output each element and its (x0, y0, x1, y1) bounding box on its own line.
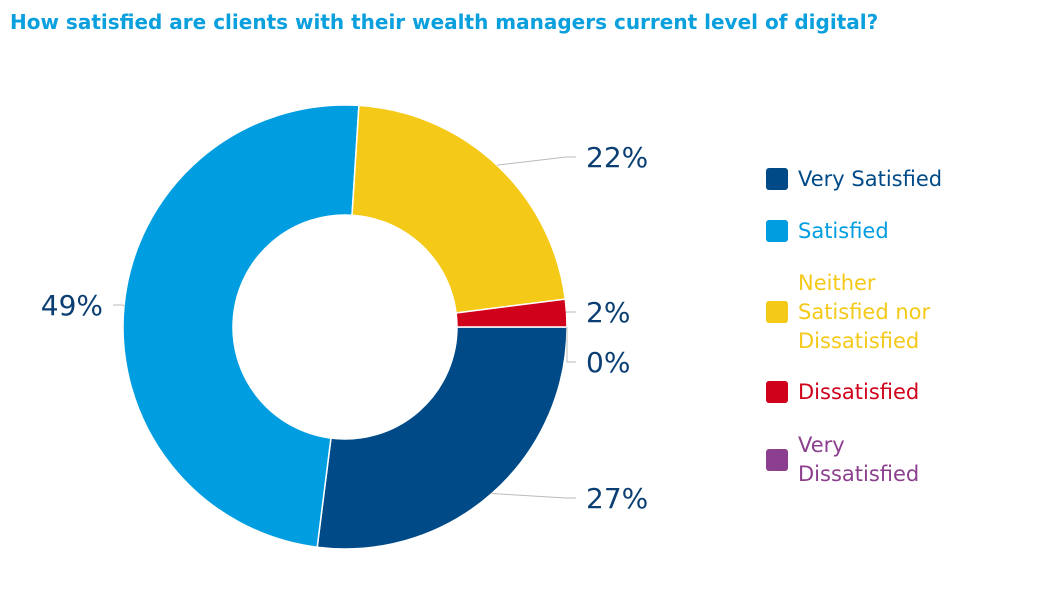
legend-label: Neither Satisfied nor Dissatisfied (798, 270, 931, 353)
legend-swatch (766, 449, 788, 471)
leader-line-neither-satisfied-nor-dissatisfied (496, 156, 576, 166)
leader-line-very-satisfied (491, 493, 576, 499)
legend-item-dissatisfied[interactable]: Dissatisfied (766, 378, 1046, 407)
legend-item-very-dissatisfied[interactable]: Very Dissatisfied (766, 431, 1046, 489)
leader-line-very-dissatisfied (566, 327, 576, 363)
legend-swatch (766, 301, 788, 323)
legend-item-very-satisfied[interactable]: Very Satisfied (766, 165, 1046, 194)
slice-very-satisfied[interactable] (316, 326, 568, 550)
legend-swatch (766, 220, 788, 242)
legend-swatch (766, 168, 788, 190)
chart-title: How satisfied are clients with their wea… (10, 10, 879, 34)
legend-label: Satisfied (798, 218, 889, 243)
slice-neither-satisfied-nor-dissatisfied[interactable] (351, 104, 567, 314)
leader-line-satisfied (113, 304, 125, 307)
legend-label: Dissatisfied (798, 379, 920, 404)
data-label-dissatisfied: 2% (586, 296, 630, 329)
data-label-very-satisfied: 27% (586, 482, 648, 515)
legend-label: Very Satisfied (798, 166, 943, 191)
data-label-satisfied: 49% (41, 289, 103, 322)
legend-item-neither-satisfied-nor-dissatisfied[interactable]: Neither Satisfied nor Dissatisfied (766, 269, 1046, 356)
data-label-neither-satisfied-nor-dissatisfied: 22% (586, 141, 648, 174)
leader-line-dissatisfied (566, 311, 576, 314)
slice-dissatisfied[interactable] (455, 298, 568, 328)
legend-label: Very Dissatisfied (798, 433, 920, 486)
legend-item-satisfied[interactable]: Satisfied (766, 217, 1046, 246)
slice-satisfied[interactable] (122, 104, 360, 549)
legend-swatch (766, 381, 788, 403)
data-label-very-dissatisfied: 0% (586, 346, 630, 379)
